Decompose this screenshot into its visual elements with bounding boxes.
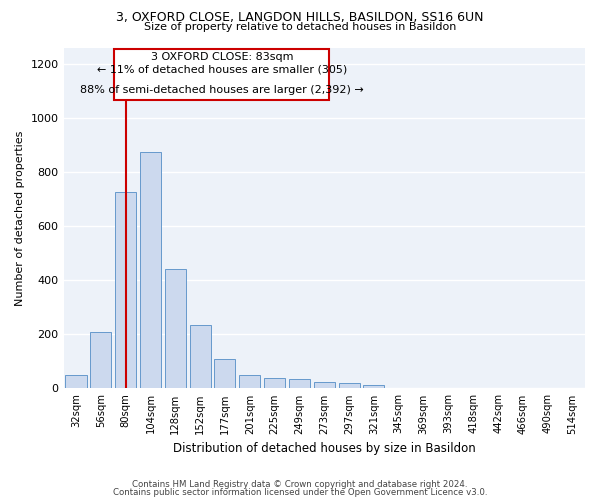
Bar: [239, 376, 260, 388]
Bar: [289, 379, 310, 388]
Bar: [90, 332, 112, 388]
Bar: [140, 152, 161, 388]
Text: Contains HM Land Registry data © Crown copyright and database right 2024.: Contains HM Land Registry data © Crown c…: [132, 480, 468, 489]
Bar: [214, 358, 235, 388]
X-axis label: Distribution of detached houses by size in Basildon: Distribution of detached houses by size …: [173, 442, 476, 455]
Bar: [190, 325, 211, 388]
Text: 3, OXFORD CLOSE, LANGDON HILLS, BASILDON, SS16 6UN: 3, OXFORD CLOSE, LANGDON HILLS, BASILDON…: [116, 12, 484, 24]
Y-axis label: Number of detached properties: Number of detached properties: [15, 130, 25, 306]
Text: Size of property relative to detached houses in Basildon: Size of property relative to detached ho…: [144, 22, 456, 32]
Text: 3 OXFORD CLOSE: 83sqm: 3 OXFORD CLOSE: 83sqm: [151, 52, 293, 62]
Text: ← 11% of detached houses are smaller (305): ← 11% of detached houses are smaller (30…: [97, 64, 347, 74]
Bar: [65, 375, 86, 388]
Bar: [165, 270, 186, 388]
Text: 88% of semi-detached houses are larger (2,392) →: 88% of semi-detached houses are larger (…: [80, 85, 364, 95]
Bar: [264, 378, 285, 388]
Bar: [364, 385, 385, 388]
Bar: [338, 383, 359, 388]
Bar: [314, 382, 335, 388]
Bar: [115, 192, 136, 388]
Text: Contains public sector information licensed under the Open Government Licence v3: Contains public sector information licen…: [113, 488, 487, 497]
FancyBboxPatch shape: [115, 49, 329, 100]
